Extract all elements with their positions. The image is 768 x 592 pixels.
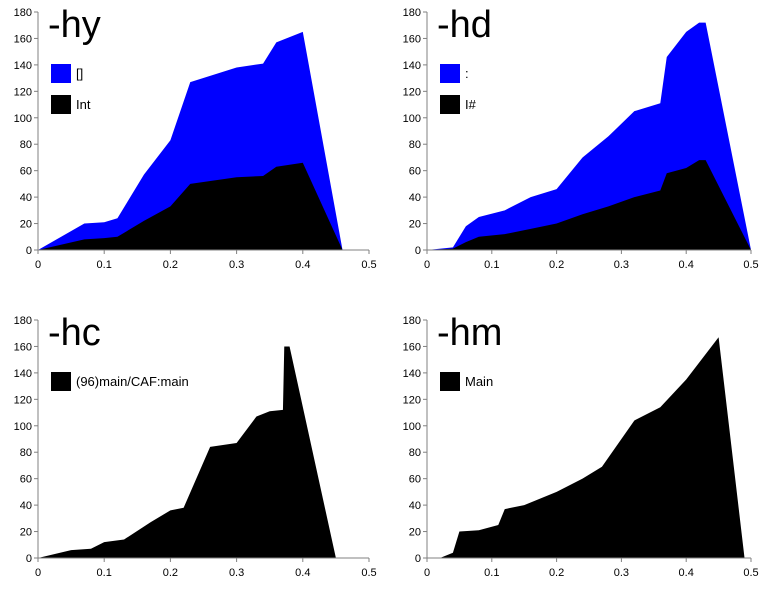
x-tick-label: 0 xyxy=(35,259,41,271)
area-series-0 xyxy=(38,162,343,250)
y-tick-label: 100 xyxy=(403,421,421,433)
y-tick-label: 20 xyxy=(20,219,32,231)
y-tick-label: 60 xyxy=(20,474,32,486)
x-tick-label: 0.3 xyxy=(229,259,244,271)
y-tick-label: 0 xyxy=(26,553,32,565)
y-tick-label: 160 xyxy=(14,33,32,45)
x-tick-label: 0.4 xyxy=(679,259,694,271)
legend-label: I# xyxy=(465,97,477,112)
chart-panel-3: 0 20 40 60 80 100 120 140 160 180 0 0.1 0.2 0.3 0.4 0.5… xyxy=(403,312,759,579)
legend-label: Int xyxy=(76,97,91,112)
y-tick-label: 180 xyxy=(403,315,421,327)
chart-title: -hc xyxy=(48,312,101,354)
x-tick-label: 0.5 xyxy=(361,259,376,271)
legend-label: : xyxy=(465,66,469,81)
x-tick-label: 0 xyxy=(424,259,430,271)
y-tick-label: 60 xyxy=(20,166,32,178)
y-tick-label: 0 xyxy=(415,245,421,257)
y-tick-label: 120 xyxy=(14,394,32,406)
area-series-0 xyxy=(427,160,751,250)
y-tick-label: 120 xyxy=(14,86,32,98)
y-tick-label: 60 xyxy=(409,166,421,178)
y-tick-label: 100 xyxy=(403,113,421,125)
x-tick-label: 0.2 xyxy=(163,567,178,579)
y-tick-label: 140 xyxy=(14,368,32,380)
y-tick-label: 20 xyxy=(20,527,32,539)
x-tick-label: 0.3 xyxy=(614,259,629,271)
y-tick-label: 0 xyxy=(415,553,421,565)
y-tick-label: 40 xyxy=(20,500,32,512)
chart-title: -hd xyxy=(437,4,492,46)
y-tick-label: 180 xyxy=(403,7,421,19)
x-tick-label: 0.3 xyxy=(229,567,244,579)
x-tick-label: 0.3 xyxy=(614,567,629,579)
chart-title: -hy xyxy=(48,4,101,46)
x-tick-label: 0.1 xyxy=(484,259,499,271)
x-tick-label: 0 xyxy=(424,567,430,579)
x-tick-label: 0.5 xyxy=(361,567,376,579)
x-tick-label: 0.4 xyxy=(295,567,310,579)
y-tick-label: 160 xyxy=(14,341,32,353)
y-tick-label: 40 xyxy=(20,192,32,204)
legend-swatch xyxy=(51,372,71,391)
x-tick-label: 0.1 xyxy=(97,567,112,579)
legend-label: (96)main/CAF:main xyxy=(76,374,189,389)
legend-label: Main xyxy=(465,374,493,389)
x-tick-label: 0.2 xyxy=(163,259,178,271)
y-tick-label: 140 xyxy=(403,368,421,380)
y-tick-label: 140 xyxy=(403,60,421,72)
x-tick-label: 0.5 xyxy=(743,567,758,579)
y-tick-label: 20 xyxy=(409,527,421,539)
y-tick-label: 80 xyxy=(20,447,32,459)
y-tick-label: 100 xyxy=(14,113,32,125)
y-tick-label: 60 xyxy=(409,474,421,486)
y-tick-label: 40 xyxy=(409,500,421,512)
x-tick-label: 0.4 xyxy=(295,259,310,271)
legend-swatch xyxy=(440,372,460,391)
x-tick-label: 0.4 xyxy=(679,567,694,579)
chart-title: -hm xyxy=(437,312,502,354)
legend-swatch xyxy=(440,95,460,114)
y-tick-label: 80 xyxy=(20,139,32,151)
y-tick-label: 160 xyxy=(403,33,421,45)
y-tick-label: 180 xyxy=(14,7,32,19)
legend-swatch xyxy=(51,95,71,114)
legend-swatch xyxy=(51,64,71,83)
x-tick-label: 0.1 xyxy=(484,567,499,579)
y-tick-label: 80 xyxy=(409,447,421,459)
area-series-0 xyxy=(38,346,336,558)
chart-panel-0: 0 20 40 60 80 100 120 140 160 180 0 0.1 0.2 0.3 0.4 0.5… xyxy=(14,4,377,271)
y-tick-label: 120 xyxy=(403,394,421,406)
x-tick-label: 0.1 xyxy=(97,259,112,271)
y-tick-label: 0 xyxy=(26,245,32,257)
y-tick-label: 140 xyxy=(14,60,32,72)
x-tick-label: 0.5 xyxy=(743,259,758,271)
x-tick-label: 0 xyxy=(35,567,41,579)
legend-swatch xyxy=(440,64,460,83)
y-tick-label: 40 xyxy=(409,192,421,204)
y-tick-label: 180 xyxy=(14,315,32,327)
x-tick-label: 0.2 xyxy=(549,567,564,579)
chart-panel-1: 0 20 40 60 80 100 120 140 160 180 0 0.1 0.2 0.3 0.4 0.5… xyxy=(403,4,759,271)
area-series-0 xyxy=(439,337,745,558)
y-tick-label: 20 xyxy=(409,219,421,231)
y-tick-label: 120 xyxy=(403,86,421,98)
legend-label: [] xyxy=(76,66,83,81)
chart-panel-2: 0 20 40 60 80 100 120 140 160 180 0 0.1 0.2 0.3 0.4 0.5… xyxy=(14,312,377,579)
y-tick-label: 160 xyxy=(403,341,421,353)
y-tick-label: 100 xyxy=(14,421,32,433)
y-tick-label: 80 xyxy=(409,139,421,151)
x-tick-label: 0.2 xyxy=(549,259,564,271)
